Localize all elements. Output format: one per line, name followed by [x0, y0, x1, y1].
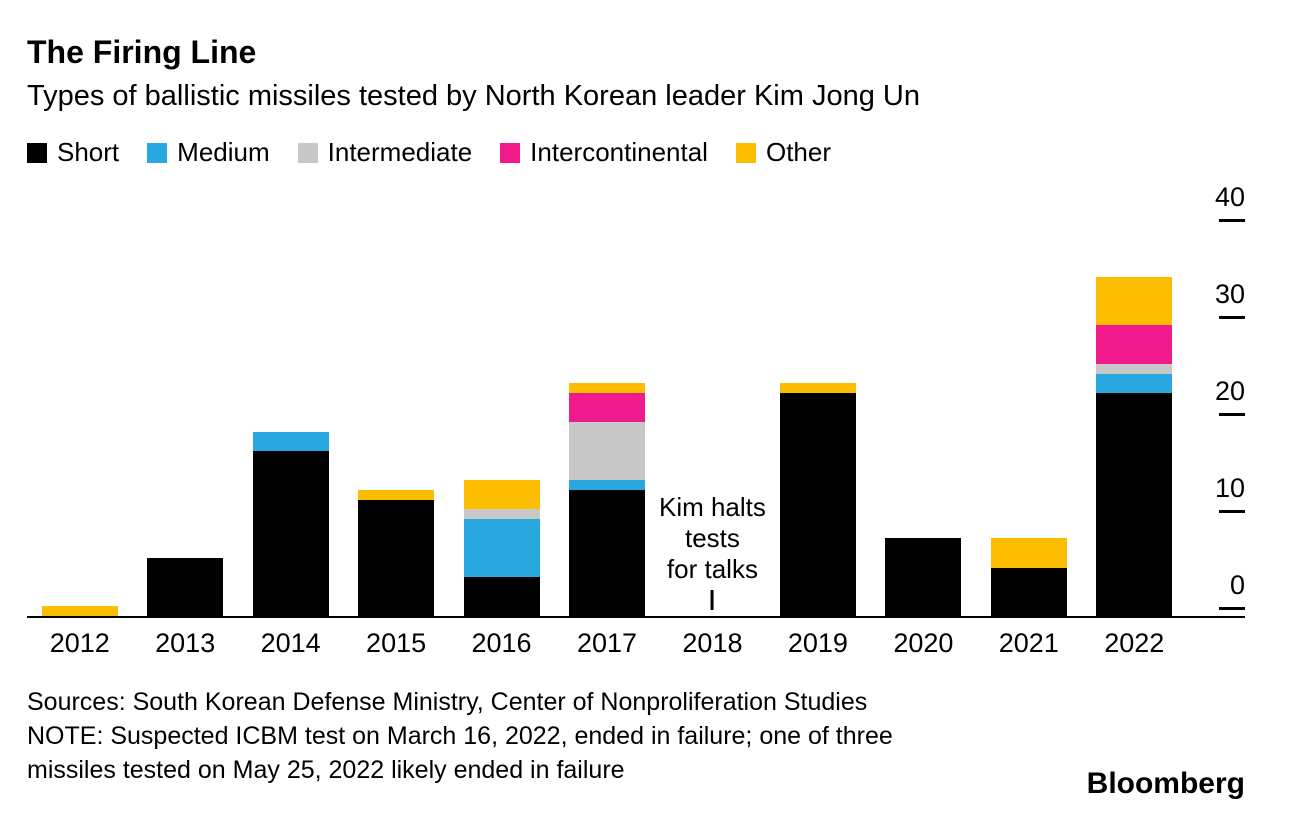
chart-title: The Firing Line — [27, 34, 257, 70]
chart-annotation: Kim halts tests for talks — [659, 492, 766, 610]
bar-column-2012 — [27, 184, 132, 616]
y-axis-tick-10: 10 — [1215, 473, 1245, 513]
note-text-line1: NOTE: Suspected ICBM test on March 16, 2… — [27, 722, 893, 750]
legend-label: Medium — [177, 137, 270, 167]
bar-segment-intermediate-2017 — [568, 422, 645, 481]
bar-column-2014 — [238, 184, 343, 616]
bar-segment-intermediate-2016 — [463, 509, 540, 520]
bar-segment-intercontinental-2022 — [1096, 325, 1173, 364]
bloomberg-logo: Bloomberg — [1086, 767, 1245, 800]
x-axis-label-2013: 2013 — [155, 628, 216, 658]
y-axis-tick-mark — [1219, 316, 1245, 319]
y-axis-tick-mark — [1219, 413, 1245, 416]
y-axis-tick-0: 0 — [1219, 570, 1245, 610]
bar-column-2017 — [554, 184, 659, 616]
bar-column-2022 — [1082, 184, 1187, 616]
annotation-line: tests — [684, 523, 740, 553]
legend-item-intermediate: Intermediate — [297, 137, 473, 168]
x-axis-label-2016: 2016 — [471, 628, 532, 658]
legend-label: Short — [57, 137, 120, 167]
x-axis: 2012 2013 2014 2015 2016 2017 2018 2019 2020 2021… — [27, 628, 1245, 659]
legend-swatch-icon — [735, 142, 756, 163]
legend-swatch-icon — [27, 142, 47, 163]
bar-segment-other-2016 — [463, 480, 540, 510]
bar-column-2021 — [976, 184, 1081, 616]
bar-segment-other-2019 — [779, 383, 856, 393]
legend-item-intercontinental: Intercontinental — [500, 137, 708, 168]
bar-column-2015 — [343, 184, 448, 616]
bar-segment-short-2019 — [779, 392, 856, 616]
bar-segment-short-2020 — [885, 538, 962, 616]
x-axis-label-2022: 2022 — [1104, 628, 1165, 658]
y-axis-tick-label: 30 — [1214, 279, 1245, 309]
chart-footer: Sources: South Korean Defense Ministry, … — [27, 685, 1245, 801]
x-axis-label-2017: 2017 — [576, 628, 638, 658]
y-axis-tick-label: 40 — [1214, 182, 1245, 212]
chart-subtitle: Types of ballistic missiles tested by No… — [27, 80, 920, 112]
legend-item-medium: Medium — [147, 137, 270, 168]
y-axis-tick-label: 0 — [1229, 570, 1245, 600]
bar-segment-short-2021 — [990, 567, 1067, 616]
bars-container: Kim halts tests for talks — [27, 184, 1187, 616]
bar-segment-medium-2017 — [568, 480, 645, 490]
bar-segment-other-2012 — [41, 606, 118, 616]
bar-column-2016 — [449, 184, 554, 616]
bar-column-2020 — [871, 184, 976, 616]
bar-column-2013 — [132, 184, 237, 616]
y-axis-tick-20: 20 — [1215, 376, 1245, 416]
bar-segment-short-2014 — [252, 451, 329, 616]
y-axis: 0 10 20 30 40 — [1189, 182, 1245, 616]
bar-segment-intermediate-2022 — [1096, 363, 1173, 374]
y-axis-tick-40: 40 — [1215, 182, 1245, 222]
annotation-line: for talks — [666, 554, 758, 584]
legend-label: Intercontinental — [530, 137, 708, 167]
legend-label: Other — [765, 137, 831, 167]
bar-segment-short-2022 — [1096, 392, 1173, 616]
y-axis-tick-mark — [1219, 219, 1245, 222]
x-axis-label-2015: 2015 — [366, 628, 427, 658]
bar-segment-short-2017 — [568, 489, 645, 616]
bar-segment-medium-2016 — [463, 519, 540, 578]
bar-segment-medium-2014 — [252, 431, 329, 452]
bar-segment-other-2017 — [568, 383, 645, 393]
legend-swatch-icon — [297, 142, 318, 163]
bar-segment-other-2021 — [990, 538, 1067, 568]
bar-segment-intercontinental-2017 — [568, 392, 645, 423]
bar-segment-short-2015 — [358, 499, 435, 616]
sources-text: Sources: South Korean Defense Ministry, … — [27, 688, 868, 716]
bar-segment-short-2013 — [147, 557, 224, 616]
annotation-arrow — [710, 590, 714, 610]
chart-legend: Short Medium Intermediate Intercontinental O… — [27, 137, 1245, 168]
legend-swatch-icon — [147, 142, 168, 163]
legend-item-short: Short — [27, 137, 119, 168]
x-axis-label-2018: 2018 — [682, 628, 743, 658]
bar-segment-other-2022 — [1096, 276, 1173, 326]
y-axis-tick-mark — [1219, 510, 1245, 513]
bar-column-2019 — [765, 184, 870, 616]
chart-plot-area: Kim halts tests for talks 0 10 20 30 40 — [27, 182, 1245, 618]
y-axis-tick-30: 30 — [1215, 279, 1245, 319]
y-axis-tick-label: 10 — [1214, 473, 1245, 503]
legend-swatch-icon — [500, 142, 521, 163]
y-axis-tick-mark — [1219, 607, 1245, 610]
x-axis-label-2012: 2012 — [49, 628, 110, 658]
x-axis-label-2014: 2014 — [260, 628, 321, 658]
note-text-line2: missiles tested on May 25, 2022 likely e… — [27, 756, 625, 784]
y-axis-tick-label: 20 — [1214, 376, 1245, 406]
x-axis-label-2019: 2019 — [787, 628, 848, 658]
x-axis-label-2021: 2021 — [998, 628, 1059, 658]
legend-item-other: Other — [735, 137, 831, 168]
x-axis-label-2020: 2020 — [893, 628, 954, 658]
bar-segment-short-2016 — [463, 577, 540, 616]
bar-segment-other-2015 — [358, 489, 435, 500]
bar-segment-medium-2022 — [1096, 373, 1173, 393]
legend-label: Intermediate — [327, 137, 473, 167]
bar-column-2018: Kim halts tests for talks — [659, 184, 766, 616]
annotation-line: Kim halts — [658, 492, 766, 522]
